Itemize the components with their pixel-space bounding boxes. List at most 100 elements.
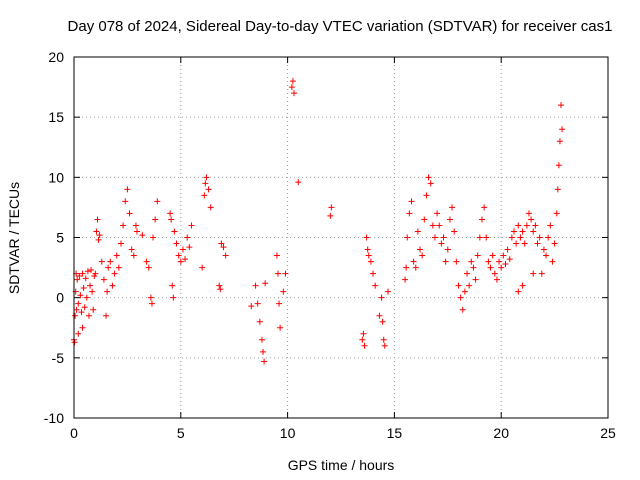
data-point xyxy=(365,252,372,259)
data-point xyxy=(220,244,227,251)
data-point xyxy=(470,264,477,271)
data-point xyxy=(453,258,460,265)
data-point xyxy=(380,336,387,343)
data-point xyxy=(532,222,539,229)
x-axis-label: GPS time / hours xyxy=(288,457,395,473)
data-point xyxy=(511,228,518,235)
data-point xyxy=(461,288,468,295)
data-point xyxy=(79,270,86,277)
data-point xyxy=(408,198,415,205)
data-point xyxy=(72,312,79,319)
data-point xyxy=(403,264,410,271)
data-point xyxy=(457,294,464,301)
data-point xyxy=(205,186,212,193)
data-point xyxy=(184,234,191,241)
data-point xyxy=(175,252,182,259)
data-point xyxy=(113,252,120,259)
data-point xyxy=(508,234,515,241)
data-point xyxy=(80,285,87,292)
y-tick-label: -10 xyxy=(44,410,64,426)
data-point xyxy=(295,179,302,186)
data-point xyxy=(493,276,500,283)
data-point xyxy=(256,318,263,325)
data-point xyxy=(288,84,295,91)
data-point xyxy=(177,258,184,265)
data-point xyxy=(472,276,479,283)
x-tick-label: 10 xyxy=(280,425,296,441)
data-point xyxy=(115,264,122,271)
data-point xyxy=(410,258,417,265)
data-point xyxy=(258,336,265,343)
data-point xyxy=(100,276,107,283)
data-point xyxy=(545,234,552,241)
data-point xyxy=(446,216,453,223)
data-point xyxy=(126,210,133,217)
data-point xyxy=(506,256,513,263)
data-point xyxy=(130,252,137,259)
data-point xyxy=(427,180,434,187)
data-point xyxy=(170,294,177,301)
data-point xyxy=(216,282,223,289)
data-point xyxy=(76,273,83,280)
data-point xyxy=(104,288,111,295)
data-point xyxy=(455,282,462,289)
data-point xyxy=(82,275,89,282)
data-point xyxy=(436,222,443,229)
data-point xyxy=(517,234,524,241)
data-point xyxy=(442,258,449,265)
y-axis-label: SDTVAR / TECUs xyxy=(6,182,22,294)
data-point xyxy=(384,288,391,295)
data-point xyxy=(81,304,88,311)
data-point xyxy=(547,222,554,229)
data-point xyxy=(218,240,225,247)
data-point xyxy=(425,174,432,181)
data-point xyxy=(370,270,377,277)
data-point xyxy=(74,276,81,283)
data-point xyxy=(523,222,530,229)
x-tick-label: 0 xyxy=(70,425,78,441)
data-point xyxy=(260,348,267,355)
data-point xyxy=(549,258,556,265)
data-point xyxy=(188,222,195,229)
data-point xyxy=(438,240,445,247)
data-point xyxy=(466,282,473,289)
data-point xyxy=(87,282,94,289)
data-point xyxy=(150,234,157,241)
data-point xyxy=(540,246,547,253)
data-point xyxy=(421,216,428,223)
x-tick-label: 25 xyxy=(600,425,616,441)
x-tick-label: 5 xyxy=(177,425,185,441)
axis-ticks: 0 5 10 15 20 25 -10 -5 0 5 10 15 20 xyxy=(44,49,616,441)
y-tick-label: 10 xyxy=(48,169,64,185)
data-point xyxy=(117,240,124,247)
x-tick-label: 15 xyxy=(387,425,403,441)
data-point xyxy=(222,252,229,259)
data-point xyxy=(402,276,409,283)
data-point xyxy=(282,270,289,277)
data-point xyxy=(513,240,520,247)
data-point xyxy=(105,264,112,271)
data-point xyxy=(412,264,419,271)
data-point xyxy=(381,342,388,349)
data-point xyxy=(199,264,206,271)
data-point xyxy=(85,312,92,319)
data-point xyxy=(530,228,537,235)
data-point xyxy=(444,246,451,253)
data-point xyxy=(169,282,176,289)
data-point xyxy=(361,342,368,349)
data-point xyxy=(327,212,334,219)
data-point xyxy=(124,186,131,193)
data-point xyxy=(464,270,471,277)
data-point xyxy=(132,222,139,229)
data-point xyxy=(107,258,114,265)
data-point xyxy=(261,358,268,365)
data-point xyxy=(515,222,522,229)
data-point xyxy=(111,270,118,277)
data-point xyxy=(103,312,110,319)
data-point xyxy=(75,300,82,307)
data-point xyxy=(519,228,526,235)
data-point xyxy=(502,260,509,267)
data-point xyxy=(147,294,154,301)
data-point xyxy=(558,102,565,109)
